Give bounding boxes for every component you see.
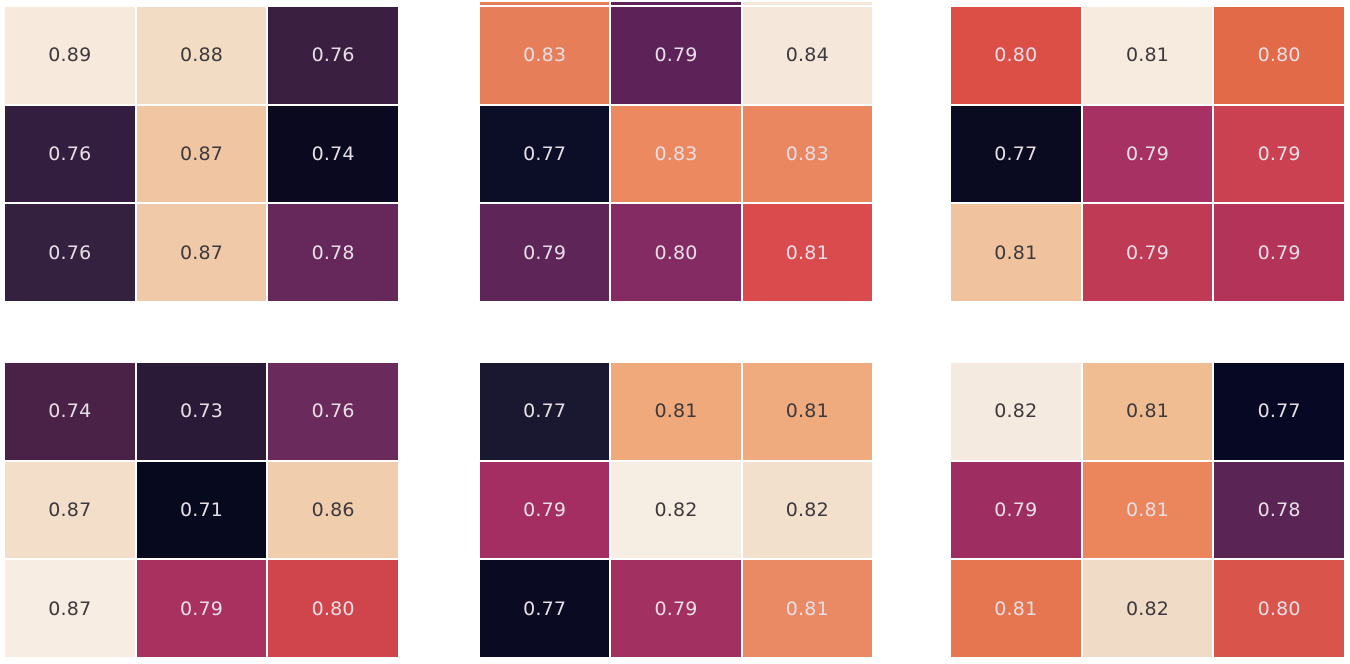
heatmap-cell: 0.81 bbox=[1082, 461, 1213, 559]
heatmap-cell: 0.81 bbox=[951, 560, 1081, 657]
heatmap-cell: 0.82 bbox=[742, 461, 872, 559]
heatmap-cell: 0.78 bbox=[1214, 461, 1344, 559]
heatmap-cell: 0.84 bbox=[742, 7, 872, 104]
heatmap-cell: 0.86 bbox=[268, 461, 398, 559]
heatmap-cell: 0.80 bbox=[611, 204, 741, 301]
heatmap-cell: 0.82 bbox=[1082, 560, 1213, 657]
heatmap-cell: 0.76 bbox=[268, 363, 398, 460]
heatmap-cell: 0.79 bbox=[611, 560, 741, 657]
heatmap-cell: 0.78 bbox=[268, 204, 398, 301]
heatmap-cell: 0.79 bbox=[1082, 204, 1213, 301]
heatmap-row1-col3: 0.80 0.81 0.80 0.77 0.79 0.79 0.81 0.79 0.79 bbox=[951, 7, 1344, 301]
heatmap-cell: 0.79 bbox=[1214, 105, 1344, 203]
heatmap-cell: 0.80 bbox=[1214, 7, 1344, 104]
heatmap-cell: 0.81 bbox=[1082, 363, 1213, 460]
heatmap-cell: 0.71 bbox=[136, 461, 267, 559]
heatmap-cell: 0.83 bbox=[742, 105, 872, 203]
heatmap-cell: 0.88 bbox=[136, 7, 267, 104]
heatmap-cell: 0.87 bbox=[5, 560, 135, 657]
heatmap-cell: 0.79 bbox=[611, 7, 741, 104]
heatmap-cell: 0.79 bbox=[951, 461, 1081, 559]
heatmap-cell: 0.77 bbox=[480, 105, 610, 203]
heatmap-row1-col2: 0.83 0.79 0.84 0.77 0.83 0.83 0.79 0.80 0.81 bbox=[480, 7, 872, 301]
cropped-figure-strip-segment bbox=[742, 2, 872, 5]
heatmap-cell: 0.79 bbox=[1082, 105, 1213, 203]
heatmap-row2-col2: 0.77 0.81 0.81 0.79 0.82 0.82 0.77 0.79 0.81 bbox=[480, 363, 872, 657]
heatmap-cell: 0.81 bbox=[951, 204, 1081, 301]
heatmap-cell: 0.80 bbox=[1214, 560, 1344, 657]
heatmap-cell: 0.82 bbox=[951, 363, 1081, 460]
heatmap-row1-col1: 0.89 0.88 0.76 0.76 0.87 0.74 0.76 0.87 0.78 bbox=[5, 7, 398, 301]
cropped-figure-strip-segment bbox=[480, 2, 610, 5]
heatmap-cell: 0.83 bbox=[611, 105, 741, 203]
heatmap-cell: 0.79 bbox=[480, 204, 610, 301]
heatmap-cell: 0.87 bbox=[136, 105, 267, 203]
heatmap-cell: 0.77 bbox=[480, 560, 610, 657]
cropped-figure-strip-segment bbox=[611, 2, 741, 5]
heatmap-cell: 0.80 bbox=[268, 560, 398, 657]
heatmap-cell: 0.79 bbox=[1214, 204, 1344, 301]
heatmap-cell: 0.76 bbox=[5, 105, 135, 203]
heatmap-cell: 0.79 bbox=[136, 560, 267, 657]
heatmap-cell: 0.80 bbox=[951, 7, 1081, 104]
heatmap-cell: 0.81 bbox=[1082, 7, 1213, 104]
heatmap-cell: 0.74 bbox=[5, 363, 135, 460]
heatmap-cell: 0.87 bbox=[136, 204, 267, 301]
cropped-figure-strip bbox=[480, 2, 872, 5]
heatmap-cell: 0.77 bbox=[951, 105, 1081, 203]
heatmap-cell: 0.89 bbox=[5, 7, 135, 104]
heatmap-cell: 0.73 bbox=[136, 363, 267, 460]
heatmap-cell: 0.81 bbox=[611, 363, 741, 460]
heatmap-cell: 0.83 bbox=[480, 7, 610, 104]
heatmap-cell: 0.76 bbox=[268, 7, 398, 104]
heatmap-row2-col3: 0.82 0.81 0.77 0.79 0.81 0.78 0.81 0.82 0.80 bbox=[951, 363, 1344, 657]
heatmap-cell: 0.79 bbox=[480, 461, 610, 559]
heatmap-cell: 0.77 bbox=[1214, 363, 1344, 460]
heatmap-cell: 0.82 bbox=[611, 461, 741, 559]
heatmap-cell: 0.76 bbox=[5, 204, 135, 301]
heatmap-cell: 0.81 bbox=[742, 204, 872, 301]
heatmap-cell: 0.87 bbox=[5, 461, 135, 559]
heatmap-cell: 0.77 bbox=[480, 363, 610, 460]
heatmap-cell: 0.81 bbox=[742, 560, 872, 657]
heatmap-row2-col1: 0.74 0.73 0.76 0.87 0.71 0.86 0.87 0.79 0.80 bbox=[5, 363, 398, 657]
heatmap-cell: 0.81 bbox=[742, 363, 872, 460]
heatmap-cell: 0.74 bbox=[268, 105, 398, 203]
